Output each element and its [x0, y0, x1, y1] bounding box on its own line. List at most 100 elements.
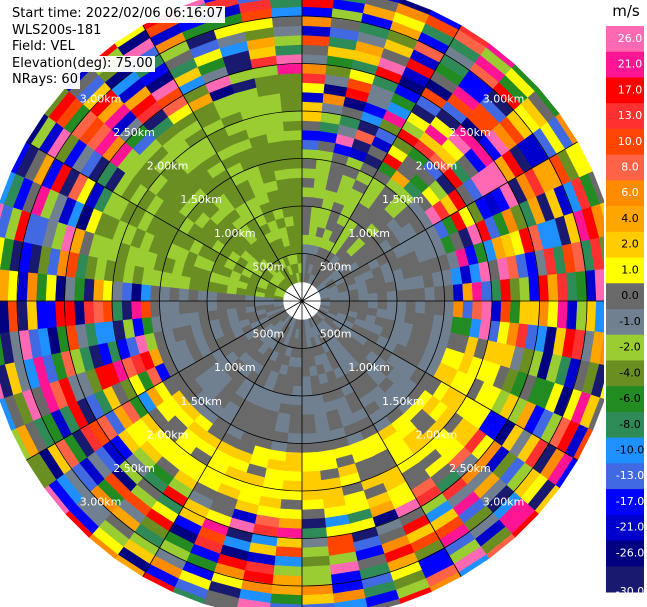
gate-cell — [566, 300, 578, 331]
gate-cell — [283, 461, 303, 473]
colorbar-tick: 26.0 — [618, 32, 643, 45]
colorbar-swatch — [606, 309, 644, 336]
gate-cell — [471, 281, 483, 302]
gate-cell — [278, 82, 303, 94]
colorbar-tick: -4.0 — [619, 366, 640, 379]
ring-label: 1.00km — [348, 227, 390, 240]
ring-label: 500m — [253, 260, 285, 273]
gate-cell — [301, 480, 323, 492]
gate-cell — [292, 376, 303, 387]
gate-cell — [286, 433, 303, 444]
colorbar-swatch — [606, 257, 644, 284]
gate-cell — [206, 300, 218, 312]
colorbar-swatch — [606, 334, 644, 361]
gate-cell — [287, 167, 303, 179]
gate-cell — [301, 34, 331, 47]
gate-cell — [443, 284, 455, 302]
ring-label: 2.50km — [449, 126, 491, 139]
gate-cell — [599, 382, 604, 400]
ring-label: 3.00km — [483, 93, 525, 106]
colorbar-swatch — [606, 566, 644, 593]
azimuth-line — [142, 25, 303, 302]
gate-cell — [280, 489, 303, 501]
azimuth-line — [301, 25, 462, 302]
gate-cell — [197, 289, 208, 302]
colorbar-tick: 2.0 — [621, 238, 639, 251]
gate-cell — [588, 171, 604, 205]
ring-label: 2.00km — [416, 428, 458, 441]
gate-cell — [547, 273, 559, 302]
gate-cell — [301, 508, 326, 520]
gate-cell — [0, 382, 5, 400]
gate-cell — [293, 224, 303, 236]
ring-label: 500m — [320, 260, 352, 273]
ring-label: 500m — [253, 328, 285, 341]
gate-cell — [462, 300, 474, 320]
gate-cell — [377, 291, 388, 302]
gate-cell — [111, 300, 123, 322]
gate-cell — [424, 300, 436, 316]
gate-cell — [282, 470, 303, 482]
gate-cell — [519, 300, 531, 326]
gate-cell — [367, 292, 379, 302]
gate-cell — [481, 300, 493, 322]
ring-label: 1.00km — [348, 361, 390, 374]
gate-cell — [290, 196, 303, 207]
ring-label: 2.50km — [113, 462, 155, 475]
ring-label: 500m — [320, 328, 352, 341]
gate-cell — [235, 300, 246, 309]
ring-label: 1.50km — [382, 193, 424, 206]
gate-cell — [216, 308, 228, 320]
gate-cell — [0, 363, 14, 399]
colorbar-swatch — [606, 360, 644, 387]
gate-cell — [287, 423, 303, 435]
gate-cell — [271, 15, 303, 28]
gate-cell — [83, 277, 95, 302]
gate-cell — [340, 0, 367, 4]
gate-cell — [387, 0, 401, 4]
plot-header: Start time: 2022/02/06 06:16:07 WLS200s-… — [10, 6, 226, 89]
colorbar-tick: -2.0 — [619, 341, 640, 354]
gate-cell — [301, 177, 316, 188]
colorbar-tick: -30.0 — [616, 585, 644, 598]
gate-cell — [590, 203, 604, 239]
colorbar-swatch — [606, 514, 644, 542]
ring-label: 1.00km — [214, 361, 256, 374]
gate-cell — [348, 294, 360, 302]
colorbar-swatch — [606, 489, 644, 516]
gate-cell — [566, 271, 578, 302]
gate-cell — [377, 300, 388, 311]
gate-cell — [556, 300, 569, 330]
gate-cell — [73, 276, 85, 302]
gate-cell — [288, 414, 303, 425]
gate-cell — [301, 196, 314, 207]
gate-cell — [83, 300, 95, 325]
gate-cell — [424, 286, 436, 302]
gate-cell — [111, 280, 123, 302]
colorbar-swatch — [606, 386, 644, 413]
gate-cell — [187, 300, 199, 314]
gate-cell — [594, 268, 604, 302]
gate-cell — [301, 82, 326, 94]
gate-cell — [301, 603, 335, 607]
gate-cell — [292, 215, 303, 226]
gate-cell — [301, 167, 317, 179]
gate-cell — [225, 300, 237, 310]
colorbar-tick: -8.0 — [619, 418, 640, 431]
gate-cell — [187, 288, 199, 302]
gate-cell — [283, 129, 303, 141]
gate-cell — [35, 272, 48, 302]
gate-cell — [396, 300, 407, 313]
gate-cell — [386, 300, 398, 312]
gate-cell — [301, 215, 312, 226]
colorbar-tick: -1.0 — [619, 315, 640, 328]
gate-cell — [159, 300, 170, 317]
gate-cell — [301, 376, 312, 387]
gate-cell — [405, 288, 417, 302]
gate-cell — [594, 300, 604, 334]
gate-cell — [197, 300, 208, 313]
gate-cell — [443, 300, 455, 318]
gate-cell — [301, 433, 318, 444]
gate-cell — [273, 555, 303, 568]
colorbar-tick: 4.0 — [621, 212, 639, 225]
